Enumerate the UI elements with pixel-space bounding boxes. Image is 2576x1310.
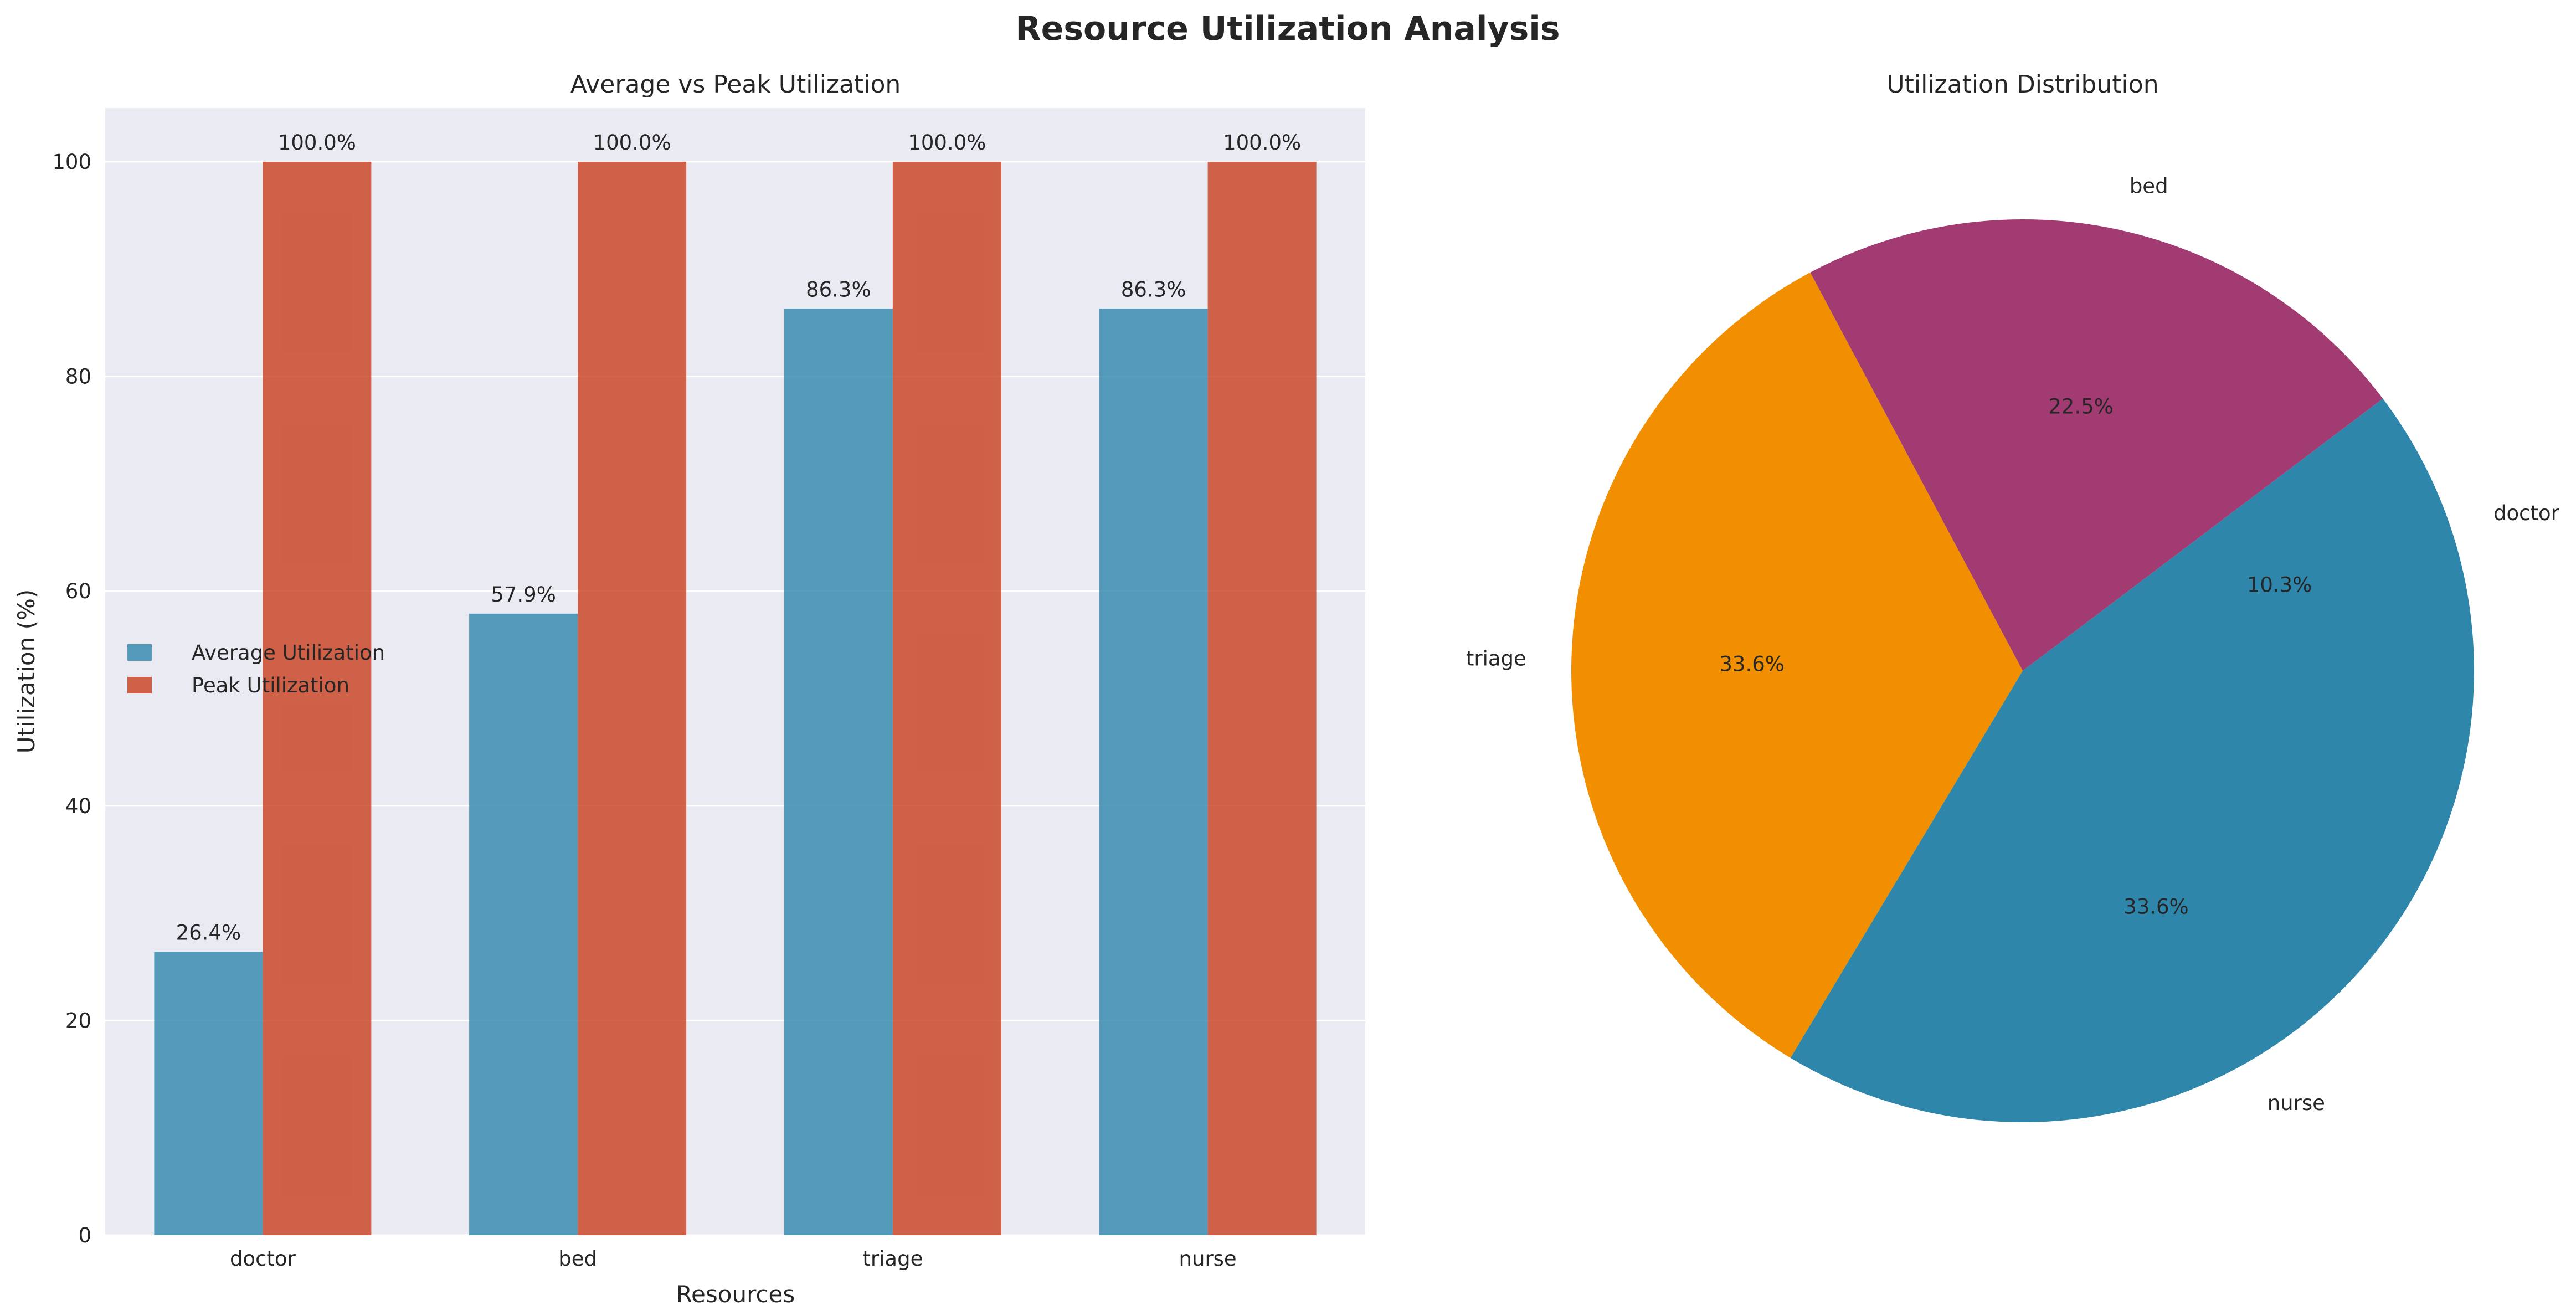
x-tick-label: bed — [558, 1247, 597, 1271]
bar-marks: 26.4% 100.0% 57.9% 100.0% 86.3% 100.0% 86.3% 10… — [154, 131, 1317, 1235]
bar-chart-title: Average vs Peak Utilization — [570, 70, 901, 99]
pie-slices — [1571, 219, 2474, 1122]
peak-bar-triage — [892, 161, 1001, 1235]
x-tick-label: triage — [862, 1247, 923, 1271]
pie-chart-title: Utilization Distribution — [1886, 70, 2158, 99]
legend-label-average: Average Utilization — [192, 641, 385, 665]
bar-value-label: 57.9% — [491, 583, 556, 607]
bar-legend: Average Utilization Peak Utilization — [127, 641, 385, 697]
pie-percent-label: 33.6% — [1719, 653, 1785, 676]
bar-y-axis-label: Utilization (%) — [13, 589, 40, 753]
average-bar-nurse — [1099, 309, 1208, 1235]
bar-chart: 26.4% 100.0% 57.9% 100.0% 86.3% 100.0% 86.3% 10… — [13, 70, 1365, 1308]
peak-bar-bed — [578, 161, 687, 1235]
pie-slice-bed — [1810, 219, 2383, 671]
average-bar-bed — [469, 613, 578, 1235]
pie-category-label: bed — [2130, 174, 2168, 198]
average-bar-triage — [784, 309, 893, 1235]
legend-swatch-peak — [127, 677, 152, 693]
pie-slice-triage — [1571, 272, 2023, 1058]
bar-value-label: 100.0% — [278, 131, 356, 155]
y-tick-label: 80 — [65, 365, 91, 389]
pie-percent-label: 33.6% — [2123, 895, 2189, 919]
bar-y-ticks: 0 20 40 60 80 100 — [52, 150, 91, 1247]
bar-value-label: 86.3% — [806, 278, 871, 301]
pie-category-label: nurse — [2268, 1091, 2325, 1115]
pie-percent-label: 22.5% — [2048, 394, 2114, 418]
pie-slice-doctor — [2023, 398, 2474, 671]
pie-slice-nurse — [1790, 671, 2474, 1122]
bar-value-label: 26.4% — [176, 921, 241, 944]
figure-title: Resource Utilization Analysis — [1015, 9, 1560, 48]
bar-value-label: 100.0% — [1223, 131, 1301, 155]
y-tick-label: 0 — [78, 1224, 91, 1247]
legend-label-peak: Peak Utilization — [192, 674, 349, 697]
average-bar-doctor — [154, 952, 263, 1235]
pie-labels: 10.3% doctor 22.5% bed 33.6% triage 33.6% nurse — [1466, 174, 2560, 1115]
y-tick-label: 20 — [65, 1009, 91, 1032]
y-tick-label: 60 — [65, 579, 91, 603]
bar-value-label: 100.0% — [908, 131, 986, 155]
y-tick-label: 100 — [52, 150, 91, 174]
bar-x-ticks: doctor bed triage nurse — [230, 1247, 1237, 1271]
pie-percent-label: 10.3% — [2247, 573, 2312, 597]
bar-value-label: 100.0% — [593, 131, 671, 155]
x-tick-label: doctor — [230, 1247, 296, 1271]
pie-chart: Utilization Distribution 10.3% doctor 22.5… — [1466, 70, 2560, 1122]
peak-bar-doctor — [263, 161, 372, 1235]
x-tick-label: nurse — [1179, 1247, 1237, 1271]
bar-x-axis-label: Resources — [676, 1281, 795, 1308]
peak-bar-nurse — [1207, 161, 1317, 1235]
legend-swatch-average — [127, 644, 152, 661]
y-tick-label: 40 — [65, 794, 91, 818]
bar-value-label: 86.3% — [1121, 278, 1186, 301]
pie-category-label: triage — [1466, 646, 1526, 670]
pie-category-label: doctor — [2493, 501, 2560, 525]
